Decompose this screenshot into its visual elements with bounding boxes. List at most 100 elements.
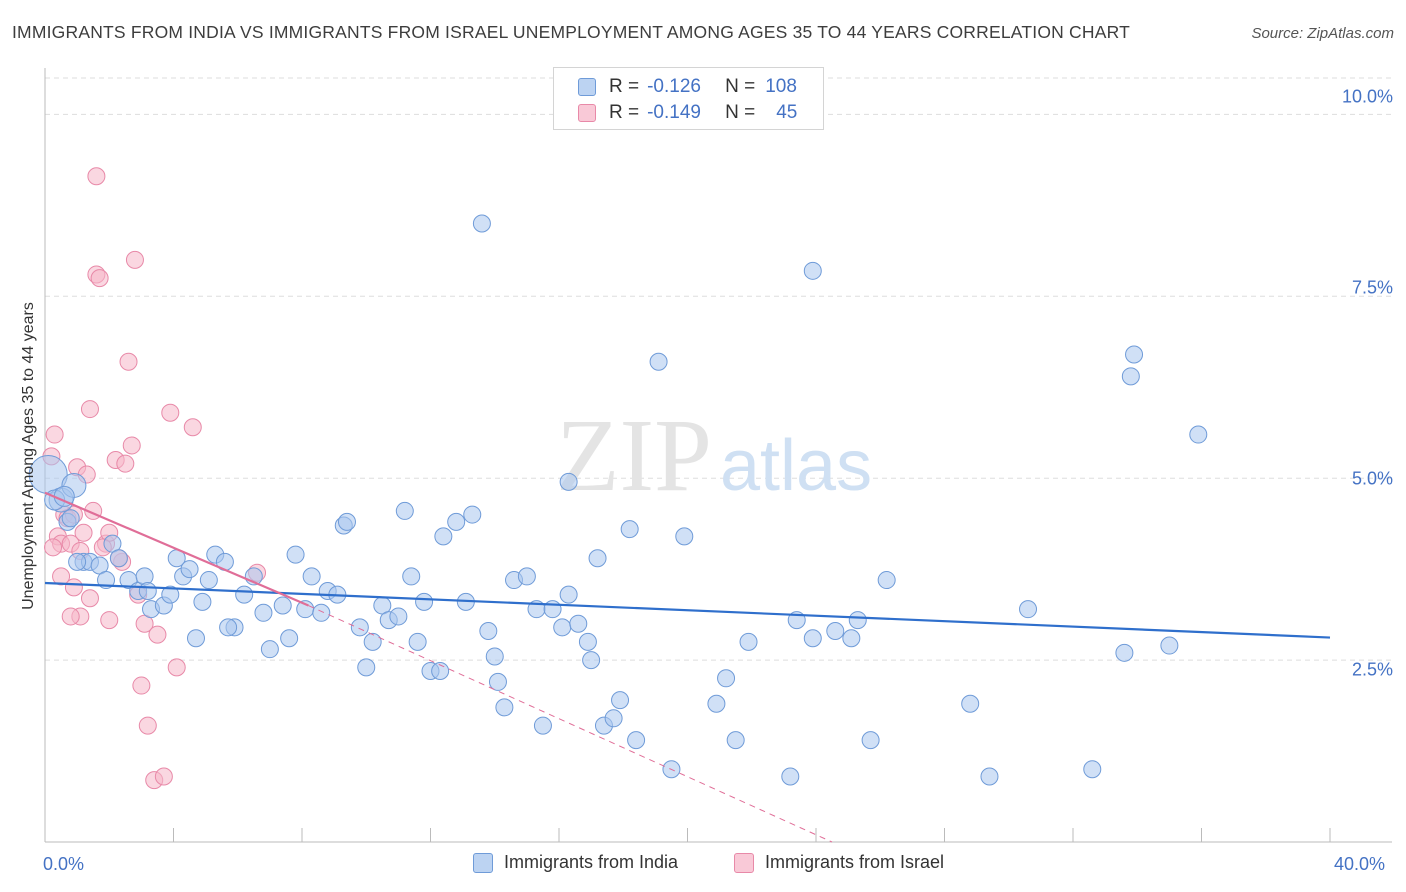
legend-israel-n: 45: [776, 102, 798, 123]
source-credit: Source: ZipAtlas.com: [1251, 25, 1394, 42]
india-point: [235, 585, 254, 604]
israel-point: [148, 625, 167, 644]
india-point: [675, 527, 694, 546]
india-point: [1083, 760, 1102, 779]
india-point: [472, 214, 491, 233]
india-point: [350, 618, 369, 637]
india-point: [842, 629, 861, 648]
israel-point: [44, 538, 63, 557]
india-point: [447, 512, 466, 531]
israel-point: [45, 425, 64, 444]
legend-india-r: -0.126: [647, 76, 701, 97]
india-point: [1115, 643, 1134, 662]
correlation-legend: R = -0.126 N = 108 R = -0.149 N = 45: [553, 67, 824, 130]
india-point: [138, 581, 157, 600]
india-point: [553, 618, 572, 637]
india-point: [199, 571, 218, 590]
india-point: [109, 549, 128, 568]
israel-point: [61, 607, 80, 626]
israel-point: [64, 578, 83, 597]
india-point: [707, 694, 726, 713]
india-point: [415, 592, 434, 611]
watermark: ZIP atlas: [556, 398, 872, 513]
india-point: [357, 658, 376, 677]
india-point: [649, 352, 668, 371]
india-point: [193, 592, 212, 611]
israel-point: [154, 767, 173, 786]
india-point: [877, 571, 896, 590]
india-point: [559, 472, 578, 491]
india-point: [161, 585, 180, 604]
israel-point: [100, 611, 119, 630]
israel-legend-label: Immigrants from Israel: [765, 852, 945, 872]
india-point: [569, 614, 588, 633]
legend-india-n: 108: [765, 76, 797, 97]
legend-row-india: R = -0.126 N = 108: [578, 75, 797, 99]
watermark-zip: ZIP: [556, 398, 712, 513]
india-point: [604, 709, 623, 728]
india-legend-label: Immigrants from India: [504, 852, 679, 872]
india-point: [135, 567, 154, 586]
india-point: [739, 632, 758, 651]
india-point: [402, 567, 421, 586]
india-point: [186, 629, 205, 648]
india-point: [260, 640, 279, 659]
x-tick-label-min: 0.0%: [43, 854, 85, 874]
india-trend-line: [44, 581, 1331, 639]
india-point: [559, 585, 578, 604]
india-point: [1019, 600, 1038, 619]
bottom-legend-india: Immigrants from India: [473, 852, 678, 873]
israel-trend-line: [44, 491, 309, 607]
legend-israel-r: -0.149: [647, 102, 701, 123]
india-point: [180, 560, 199, 579]
india-point: [848, 611, 867, 630]
legend-r-label: R =: [609, 76, 640, 97]
india-point: [286, 545, 305, 564]
israel-trend-extension: [308, 605, 833, 843]
y-tick-label-5: 5.0%: [1351, 468, 1393, 489]
israel-point: [125, 250, 144, 269]
india-point: [463, 505, 482, 524]
y-axis-label: Unemployment Among Ages 35 to 44 years: [20, 302, 37, 610]
india-point: [826, 621, 845, 640]
israel-point: [138, 716, 157, 735]
india-point: [219, 618, 238, 637]
israel-point: [161, 403, 180, 422]
israel-point: [90, 269, 109, 288]
india-point: [395, 501, 414, 520]
india-point: [588, 549, 607, 568]
india-swatch: [578, 78, 596, 96]
israel-point: [116, 454, 135, 473]
india-point: [254, 603, 273, 622]
india-point: [1125, 345, 1144, 364]
trend-lines: [44, 491, 1331, 843]
india-point: [1121, 367, 1140, 386]
israel-point: [132, 676, 151, 695]
india-point: [620, 520, 639, 539]
india-point: [627, 731, 646, 750]
india-point: [495, 698, 514, 717]
india-point: [803, 629, 822, 648]
israel-point: [52, 567, 71, 586]
india-point: [717, 669, 736, 688]
israel-point: [183, 418, 202, 437]
india-point: [68, 552, 87, 571]
y-tick-label-10: 10.0%: [1341, 86, 1393, 107]
india-point: [861, 731, 880, 750]
israel-point: [167, 658, 186, 677]
india-point: [582, 651, 601, 670]
israel-point: [80, 400, 99, 419]
india-point: [1189, 425, 1208, 444]
india-point: [485, 647, 504, 666]
axes: [44, 68, 1392, 843]
israel-point: [122, 436, 141, 455]
india-point: [431, 662, 450, 681]
chart-title: IMMIGRANTS FROM INDIA VS IMMIGRANTS FROM…: [12, 22, 1130, 42]
israel-point: [74, 523, 93, 542]
india-point: [517, 567, 536, 586]
y-tick-label-7.5: 7.5%: [1351, 277, 1393, 298]
india-point: [273, 596, 292, 615]
india-point: [980, 767, 999, 786]
india-point: [578, 632, 597, 651]
